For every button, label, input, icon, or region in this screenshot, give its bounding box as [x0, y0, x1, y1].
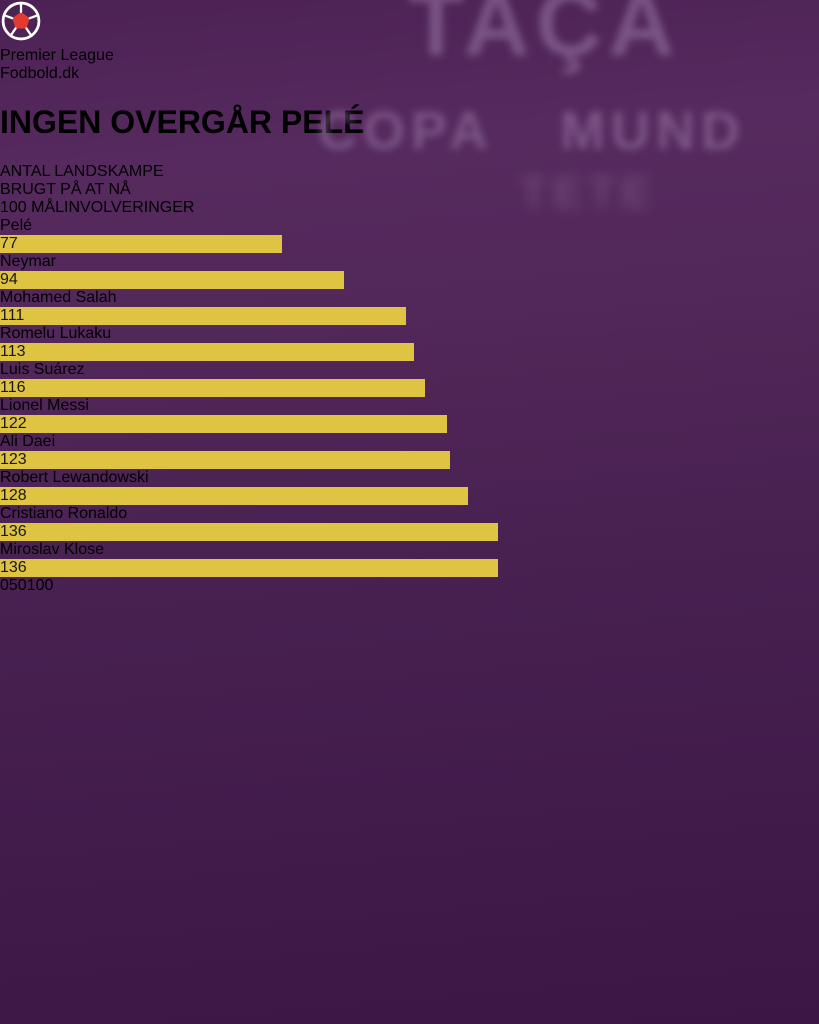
- chart-row: Lionel Messi 122: [0, 397, 819, 433]
- bar-value-label: 116: [0, 378, 26, 396]
- player-label: Mohamed Salah: [0, 288, 117, 306]
- chart-row: Miroslav Klose 136: [0, 541, 819, 577]
- chart-row: Ali Daei 123: [0, 433, 819, 469]
- subtitle-line: 100 MÅLINVOLVERINGER: [0, 198, 195, 216]
- player-label: Neymar: [0, 252, 57, 270]
- value-bar: 122: [0, 414, 447, 433]
- bar-value-label: 136: [0, 522, 27, 540]
- world-cup-trophy-shape: [18, 150, 253, 430]
- value-bar: 123: [0, 450, 450, 469]
- value-bar: 113: [0, 342, 414, 361]
- bar-value-label: 113: [0, 342, 26, 360]
- value-bar: 77: [0, 234, 282, 253]
- chart-row: Neymar 94: [0, 253, 819, 289]
- value-bar: 136: [0, 558, 498, 577]
- bar-value-label: 128: [0, 486, 27, 504]
- axis-tick-label: 0: [0, 576, 9, 594]
- chart-row: Robert Lewandowski 128: [0, 469, 819, 505]
- player-label: Miroslav Klose: [0, 540, 105, 558]
- player-label: Pelé: [0, 216, 33, 234]
- poster-subtitle: ANTAL LANDSKAMPE BRUGT PÅ AT NÅ 100 MÅLI…: [0, 163, 819, 217]
- soccer-ball-icon: [1, 1, 41, 41]
- subtitle-line: BRUGT PÅ AT NÅ: [0, 180, 131, 198]
- x-axis: 050100: [0, 577, 819, 595]
- chart-rows: Pelé 77 Neymar 94 Mohamed Salah 111 Romelu Luk…: [0, 217, 819, 577]
- logo-line2: Fodbold.dk: [0, 65, 80, 82]
- bar-value-label: 111: [0, 306, 25, 324]
- player-label: Lionel Messi: [0, 396, 89, 414]
- value-bar: 128: [0, 486, 468, 505]
- bar-chart: Pelé 77 Neymar 94 Mohamed Salah 111 Romelu Luk…: [0, 217, 819, 595]
- value-bar: 136: [0, 522, 498, 541]
- player-label: Robert Lewandowski: [0, 468, 149, 486]
- background-banner-word: TETE: [520, 168, 657, 217]
- value-bar: 94: [0, 270, 344, 289]
- chart-row: Pelé 77: [0, 217, 819, 253]
- value-bar: 116: [0, 378, 425, 397]
- background-banner-word: TAÇA: [408, 0, 681, 75]
- player-label: Ali Daei: [0, 432, 56, 450]
- chart-row: Cristiano Ronaldo 136: [0, 505, 819, 541]
- axis-tick-label: 100: [26, 576, 54, 594]
- poster-title: INGEN OVERGÅR PELÉ: [0, 104, 365, 141]
- chart-row: Mohamed Salah 111: [0, 289, 819, 325]
- background-banner-word: MUND: [560, 101, 746, 161]
- player-label: Luis Suárez: [0, 360, 85, 378]
- bar-value-label: 136: [0, 558, 27, 576]
- subtitle-line: ANTAL LANDSKAMPE: [0, 162, 164, 180]
- chart-row: Luis Suárez 116: [0, 361, 819, 397]
- player-label: Cristiano Ronaldo: [0, 504, 128, 522]
- bar-value-label: 94: [0, 270, 18, 288]
- bar-value-label: 122: [0, 414, 27, 432]
- chart-row: Romelu Lukaku 113: [0, 325, 819, 361]
- value-bar: 111: [0, 306, 406, 325]
- bar-value-label: 123: [0, 450, 27, 468]
- logo-dk-suffix: .dk: [57, 65, 80, 82]
- background-banner-word: COPA: [318, 101, 495, 161]
- logo-text: Premier League Fodbold.dk: [0, 47, 819, 83]
- bar-value-label: 77: [0, 234, 18, 252]
- axis-tick-label: 50: [8, 576, 27, 594]
- premier-league-fodbold-logo: Premier League Fodbold.dk: [0, 0, 819, 83]
- logo-line1: Premier League: [0, 47, 114, 64]
- player-label: Romelu Lukaku: [0, 324, 112, 342]
